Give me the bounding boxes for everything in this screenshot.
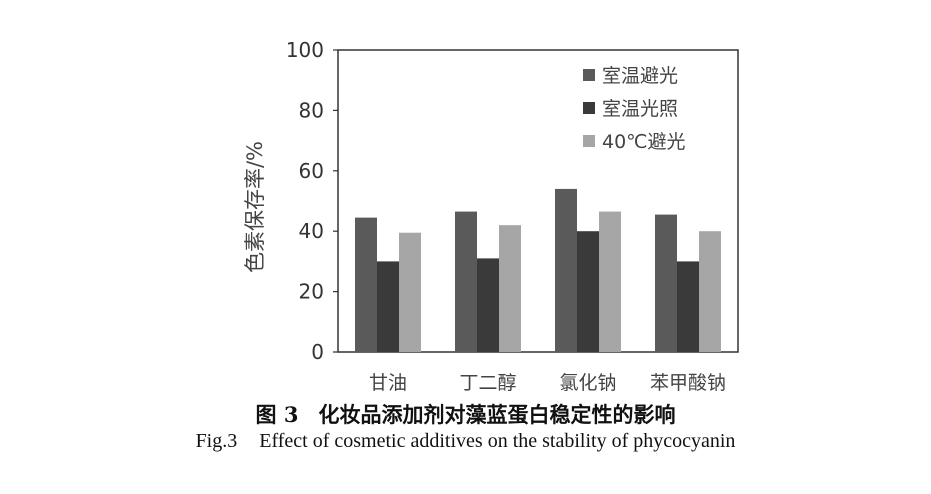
y-tick-label: 80	[299, 98, 324, 122]
figure-title-chinese: 化妆品添加剂对藻蓝蛋白稳定性的影响	[318, 402, 676, 427]
bar	[499, 225, 521, 352]
bar	[599, 211, 621, 352]
legend-swatch	[583, 135, 595, 147]
y-tick-label: 40	[299, 219, 324, 243]
bar	[577, 231, 599, 352]
bar	[455, 211, 477, 352]
y-tick-label: 60	[299, 159, 324, 183]
y-tick-label: 100	[286, 38, 324, 62]
y-tick-label: 0	[311, 340, 324, 364]
bar	[555, 188, 577, 352]
x-tick-label: 苯甲酸钠	[650, 372, 726, 394]
legend-label: 室温光照	[602, 98, 678, 120]
legend-label: 室温避光	[602, 65, 678, 87]
x-tick-label: 丁二醇	[459, 372, 516, 394]
figure-title-english: Effect of cosmetic additives on the stab…	[259, 430, 736, 452]
y-axis-label: 色素保存率/%	[243, 141, 267, 273]
bar	[355, 217, 377, 352]
bar	[377, 261, 399, 352]
legend-swatch	[583, 102, 595, 114]
legend-swatch	[583, 69, 595, 81]
bar	[677, 261, 699, 352]
plot-frame	[337, 49, 739, 353]
bar	[399, 232, 421, 352]
x-tick-label: 甘油	[369, 372, 407, 394]
figure-number-chinese: 图 3	[255, 402, 299, 427]
bar	[655, 214, 677, 352]
bar	[477, 258, 499, 352]
y-tick-label: 20	[299, 280, 324, 304]
figure-number-english: Fig.3	[195, 430, 238, 452]
figure-caption-english: Fig.3 Effect of cosmetic additives on the…	[0, 430, 931, 453]
x-tick-label: 氯化钠	[559, 372, 616, 394]
bar	[699, 231, 721, 352]
figure-caption-chinese: 图 3 化妆品添加剂对藻蓝蛋白稳定性的影响	[0, 399, 931, 429]
legend-label: 40℃避光	[602, 131, 686, 153]
